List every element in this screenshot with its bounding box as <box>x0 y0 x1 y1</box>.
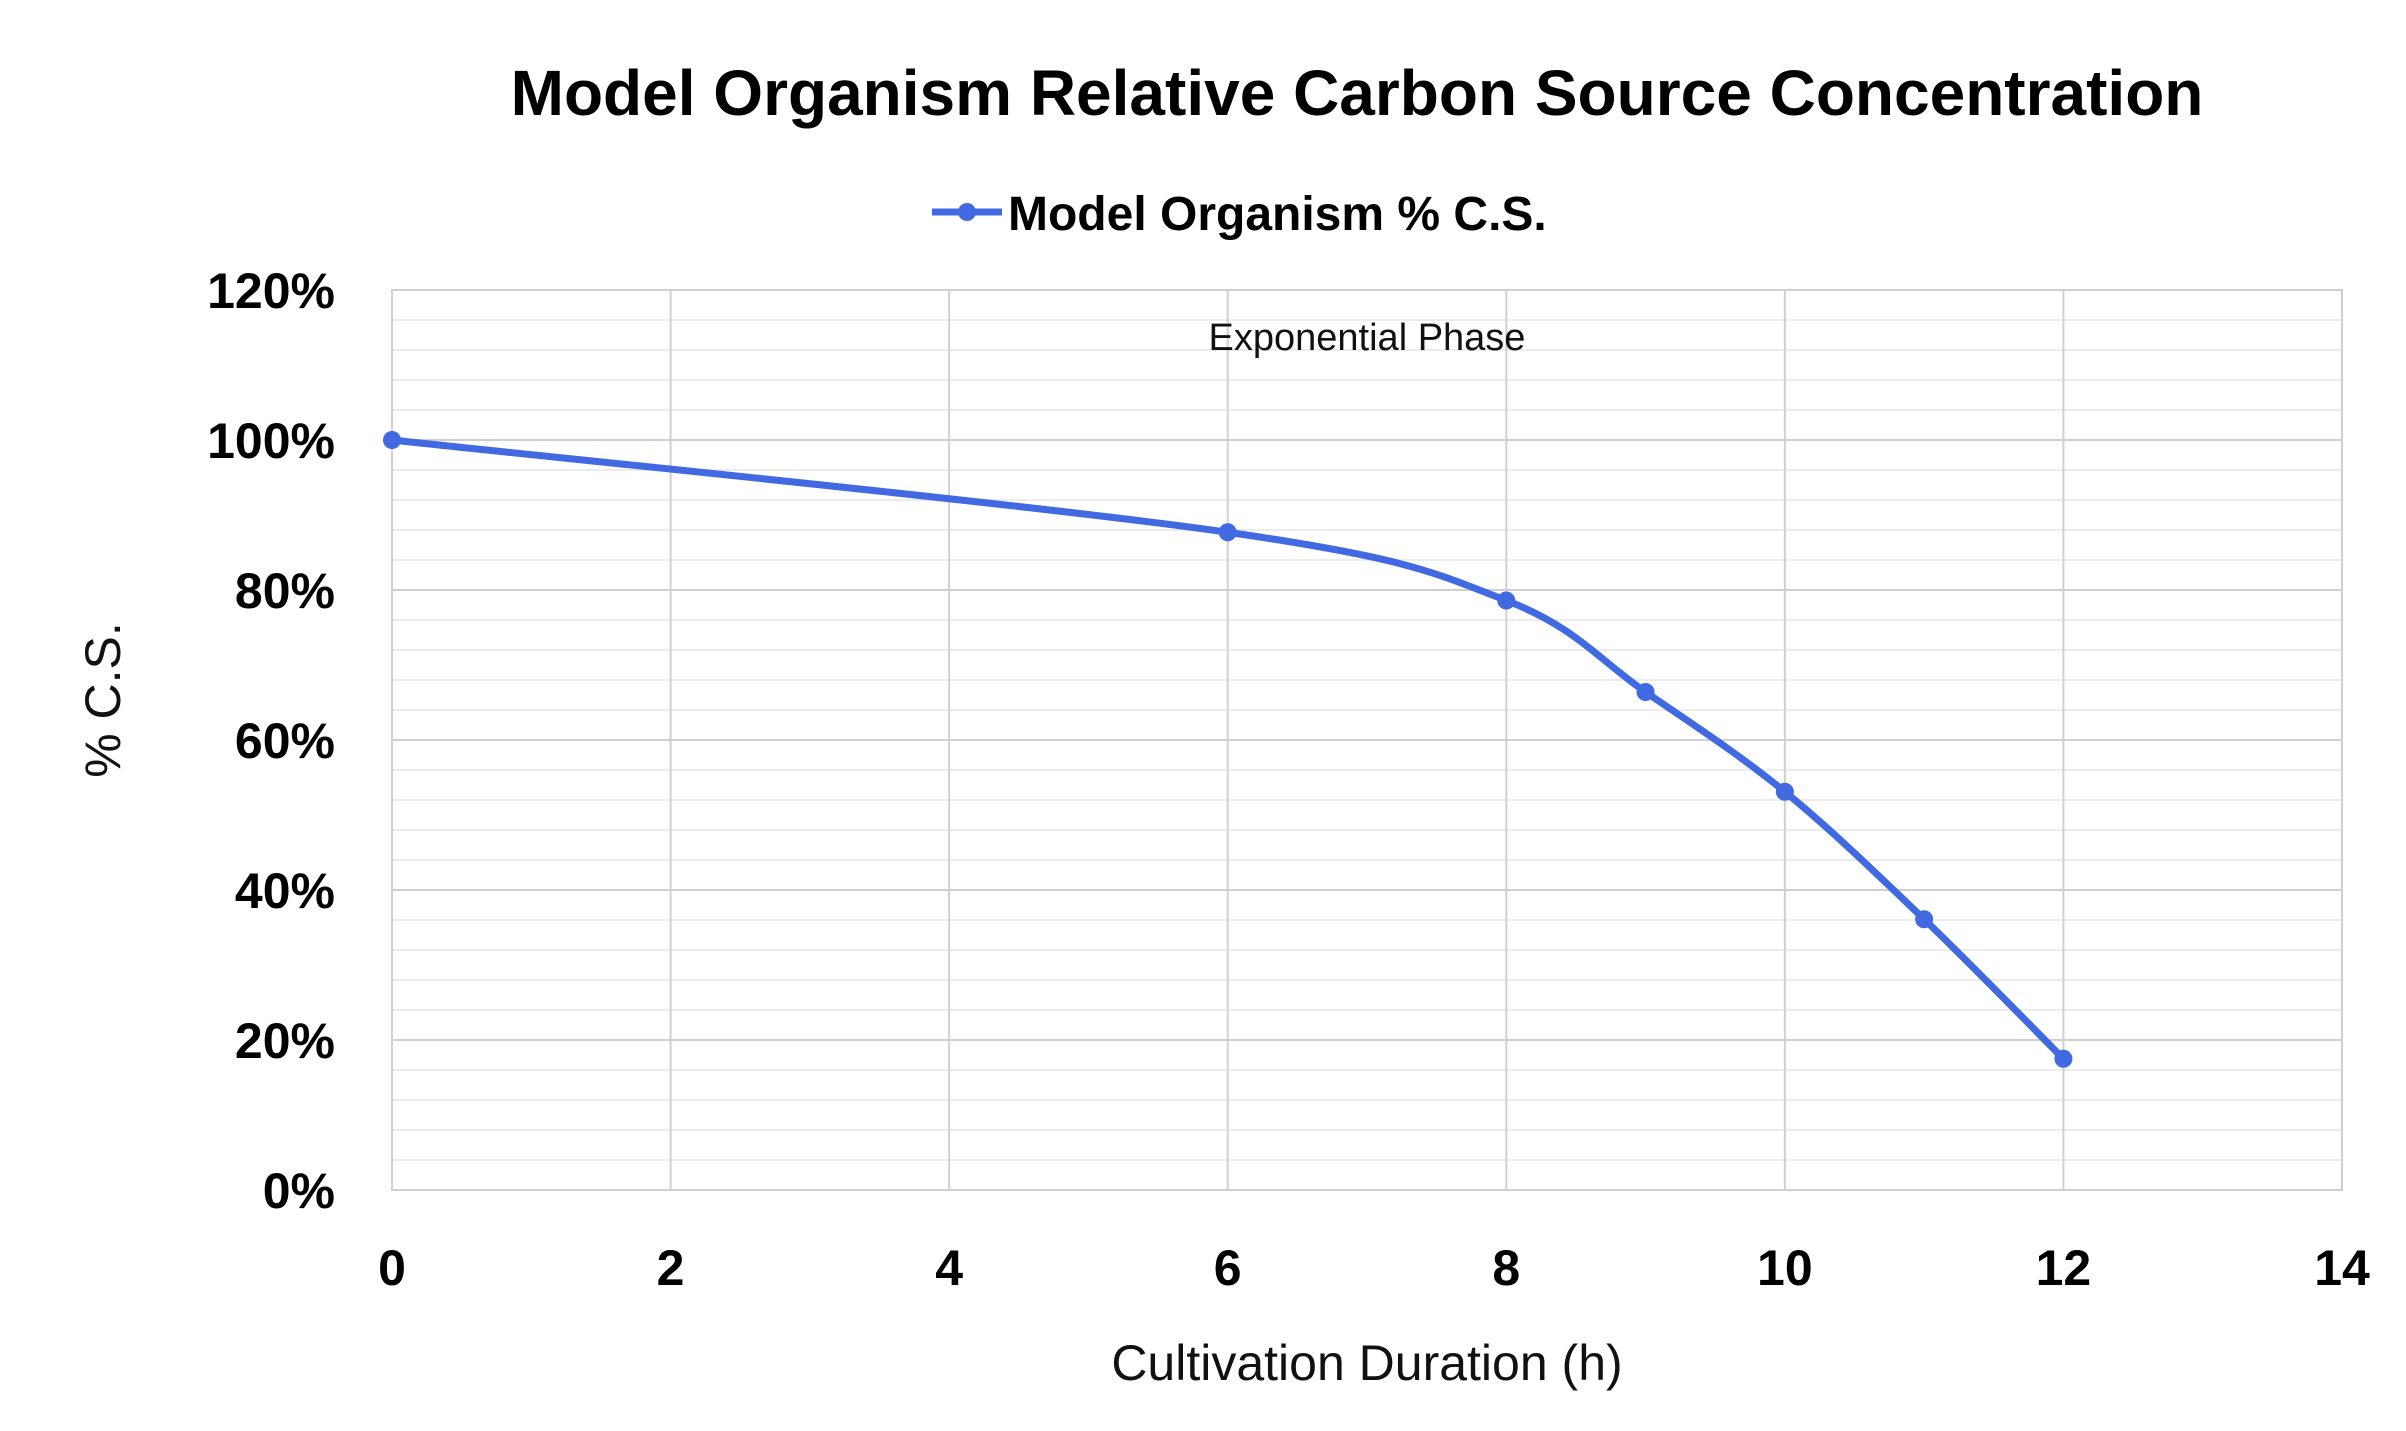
annotation-exponential-phase: Exponential Phase <box>1209 317 1526 359</box>
major-gridlines <box>391 289 2343 1191</box>
x-tick-label: 6 <box>1214 1240 1242 1296</box>
x-tick-label: 4 <box>935 1240 963 1296</box>
x-tick-label: 2 <box>657 1240 685 1296</box>
series-layer <box>383 431 2073 1068</box>
x-tick-label: 0 <box>378 1240 406 1296</box>
y-tick-label: 120% <box>207 263 335 319</box>
legend: Model Organism % C.S. <box>932 188 1547 241</box>
y-tick-label: 100% <box>207 413 335 469</box>
legend-label: Model Organism % C.S. <box>1008 188 1547 241</box>
data-point <box>2054 1049 2073 1068</box>
y-tick-label: 0% <box>263 1163 335 1219</box>
y-tick-label: 60% <box>235 713 335 769</box>
x-axis-tick-labels: 0 2 4 6 8 10 12 14 <box>378 1240 2370 1296</box>
data-point <box>1497 591 1516 610</box>
data-point <box>1218 523 1237 542</box>
y-tick-label: 20% <box>235 1013 335 1069</box>
y-axis-title: % C.S. <box>75 622 131 778</box>
plot-area-border <box>391 289 2343 1191</box>
x-tick-label: 14 <box>2314 1240 2370 1296</box>
minor-gridlines <box>392 319 2342 1161</box>
x-tick-label: 10 <box>1757 1240 1813 1296</box>
chart-title: Model Organism Relative Carbon Source Co… <box>511 57 2204 129</box>
series-line <box>388 436 2067 1063</box>
data-point <box>383 431 401 449</box>
data-point <box>1915 910 1934 929</box>
data-point <box>1636 683 1655 701</box>
x-axis-title: Cultivation Duration (h) <box>1111 1335 1622 1391</box>
legend-marker <box>958 203 976 221</box>
y-tick-label: 40% <box>235 863 335 919</box>
data-point <box>1775 782 1794 801</box>
y-tick-label: 80% <box>235 563 335 619</box>
y-axis-tick-labels: 0% 20% 40% 60% 80% 100% 120% <box>207 263 335 1219</box>
x-tick-label: 8 <box>1492 1240 1520 1296</box>
x-tick-label: 12 <box>2036 1240 2092 1296</box>
